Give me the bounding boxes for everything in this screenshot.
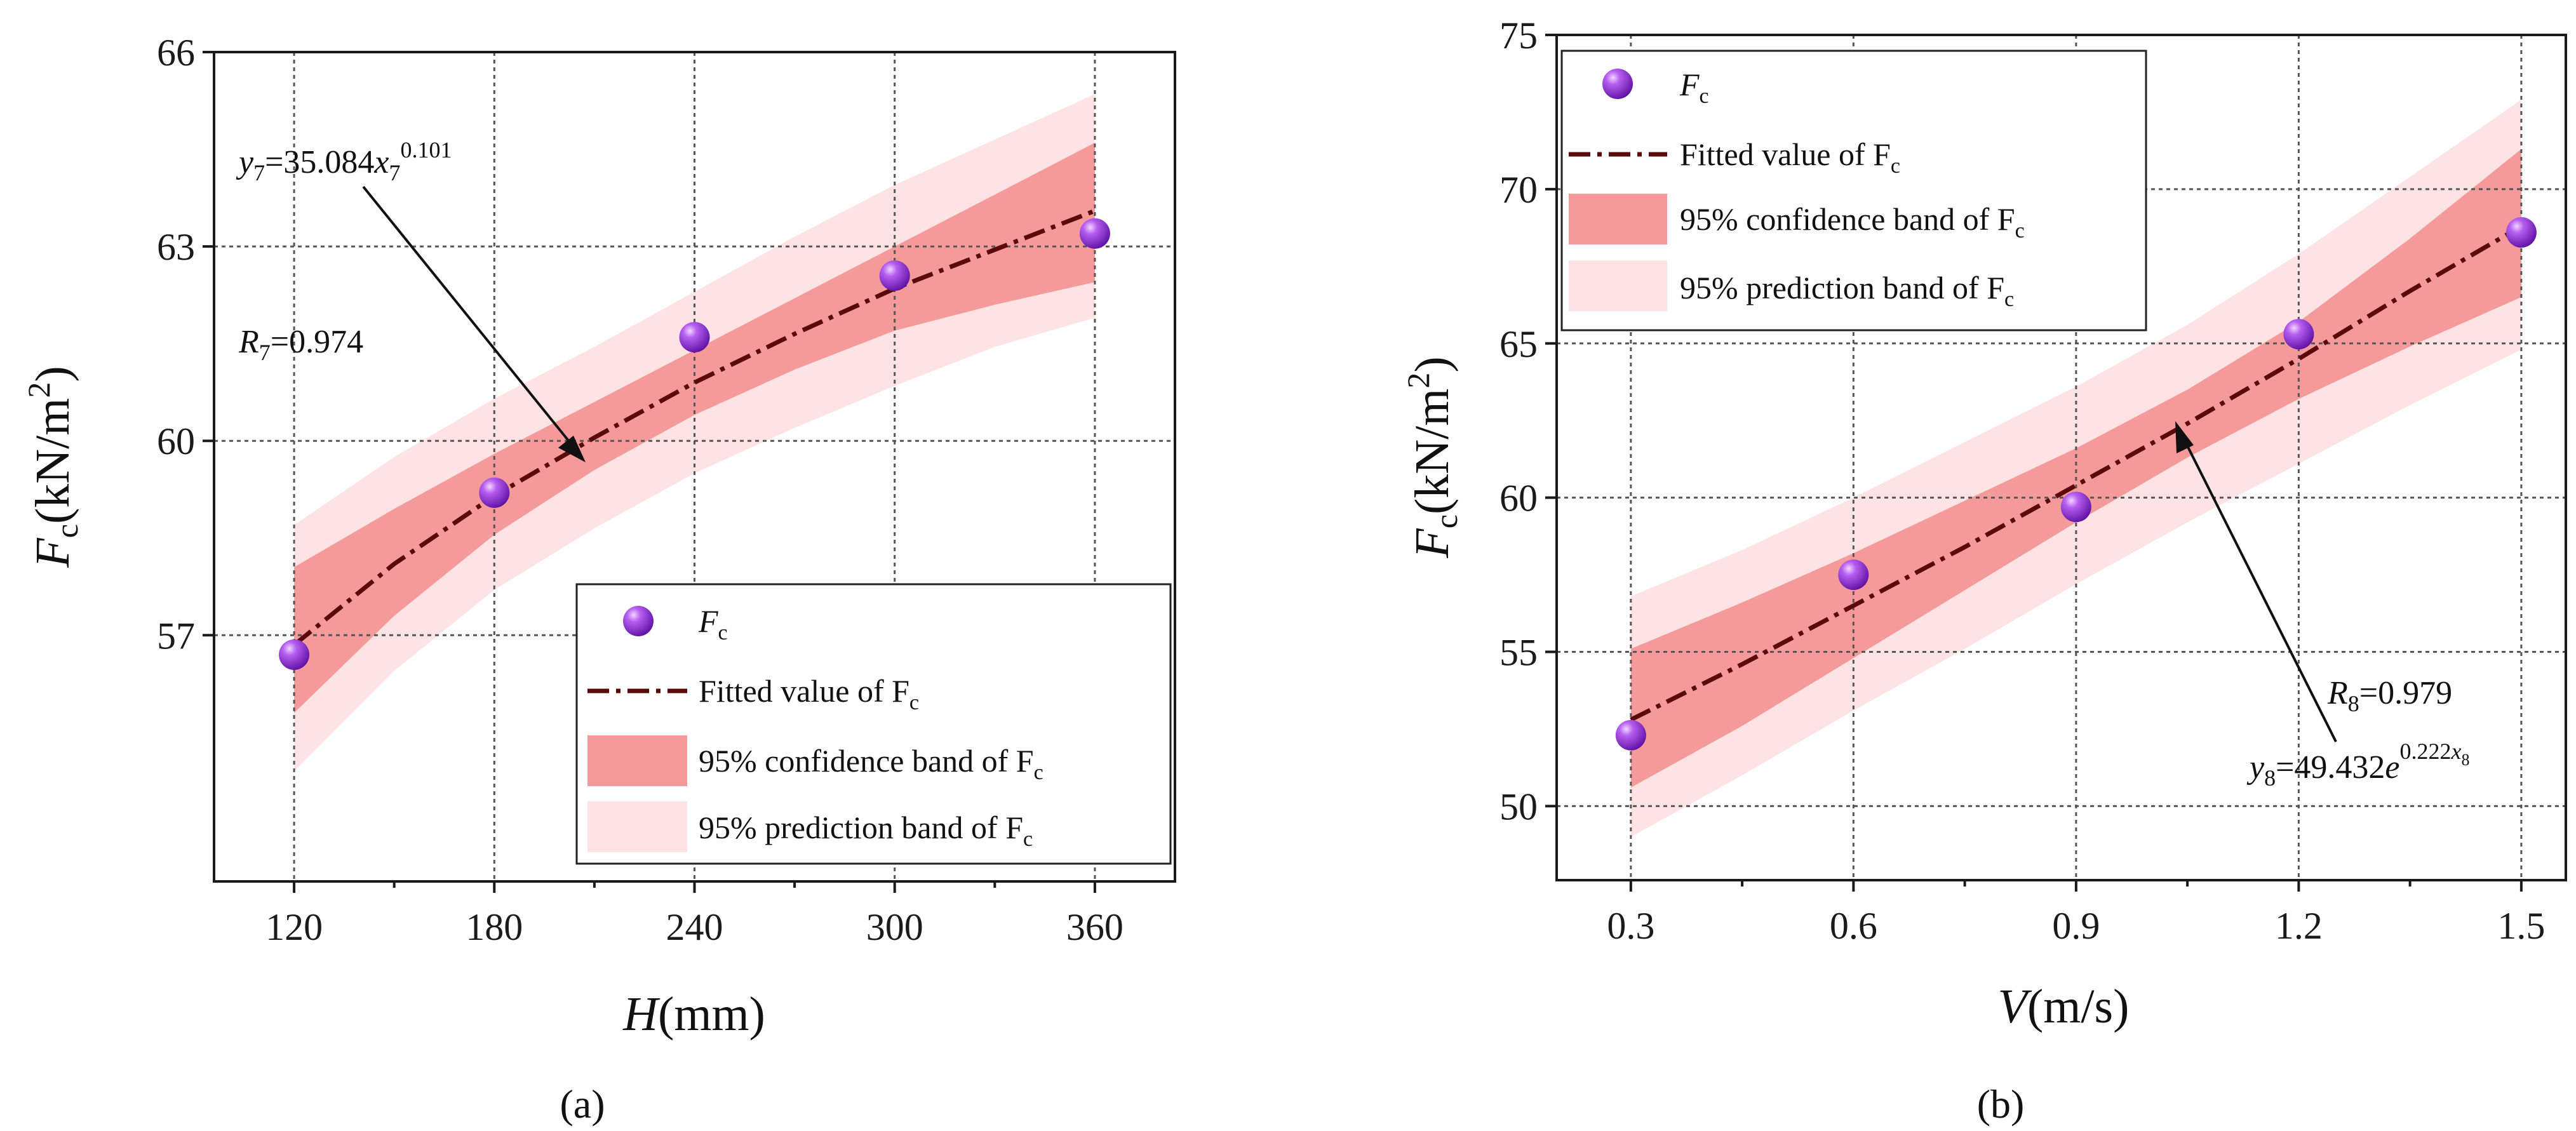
panel-label: (b): [1977, 1081, 2025, 1127]
tick-labels: 120 180 240 300 360 57 60 63 66: [157, 32, 1124, 948]
data-point: [679, 321, 710, 352]
x-tick-label: 0.9: [2052, 905, 2100, 947]
data-points: [1615, 217, 2537, 751]
tick-labels: 0.3 0.6 0.9 1.2 1.5 50 55 60 65 70 75: [1499, 15, 2545, 947]
x-tick-label: 0.6: [1830, 905, 1877, 947]
data-point: [2283, 319, 2314, 350]
annotation-arrow: [2175, 421, 2337, 742]
panel-b: 0.3 0.6 0.9 1.2 1.5 50 55 60 65 70 75 Fc Fitted va…: [1400, 15, 2567, 1127]
data-point: [1615, 719, 1646, 751]
annotation-arrow: [362, 185, 586, 462]
y-axis-title: Fc(kN/m2): [21, 366, 84, 568]
legend-prediction-swatch: [1569, 260, 1667, 311]
data-point: [279, 639, 310, 670]
fit-line: [292, 208, 1096, 647]
legend-prediction-swatch: [587, 801, 687, 852]
y-tick-label: 75: [1499, 15, 1538, 57]
data-point: [2506, 217, 2537, 248]
y-tick-label: 66: [157, 32, 195, 74]
y-axis-title: Fc(kN/m2): [1400, 356, 1464, 558]
panel-a: 120 180 240 300 360 57 60 63 66 y7=35.084x70.101…: [21, 32, 1176, 1127]
legend-label-prediction: 95% prediction band of Fc: [1680, 270, 2014, 311]
data-point: [2060, 492, 2091, 523]
panel-label: (a): [560, 1081, 605, 1127]
x-tick-label: 0.3: [1607, 905, 1654, 947]
r-value-label: R7=0.974: [238, 324, 363, 365]
confidence-band: [1630, 149, 2521, 788]
x-tick-label: 240: [666, 906, 723, 948]
legend-label-points: Fc: [1679, 67, 1709, 108]
x-tick-label: 120: [265, 906, 323, 948]
x-tick-label: 180: [466, 906, 523, 948]
legend-label-points: Fc: [698, 603, 728, 645]
y-tick-label: 55: [1499, 632, 1538, 674]
x-tick-label: 1.2: [2275, 905, 2323, 947]
y-tick-label: 50: [1499, 786, 1538, 827]
data-point: [1838, 559, 1869, 591]
x-axis-title: H(mm): [622, 987, 765, 1041]
legend-confidence-swatch: [587, 735, 687, 786]
legend-point-swatch: [623, 606, 654, 636]
legend-label-confidence: 95% confidence band of Fc: [1680, 201, 2025, 243]
y-tick-label: 63: [157, 226, 195, 268]
legend-label-fit: Fitted value of Fc: [1680, 137, 1900, 178]
legend: Fc Fitted value of Fc 95% confidence ban…: [575, 583, 1172, 865]
tick-marks: [203, 51, 1096, 893]
r-value-label: R8=0.979: [2327, 675, 2452, 716]
legend-label-fit: Fitted value of Fc: [699, 673, 919, 714]
tick-marks: [1545, 34, 2523, 892]
legend-label-confidence: 95% confidence band of Fc: [699, 743, 1043, 784]
legend: Fc Fitted value of Fc 95% confidence ban…: [1560, 50, 2147, 331]
x-tick-label: 300: [866, 906, 923, 948]
fit-line: [1630, 224, 2523, 722]
y-tick-label: 60: [1499, 478, 1538, 519]
y-tick-label: 60: [157, 420, 195, 462]
data-point: [879, 260, 910, 291]
y-tick-label: 57: [157, 615, 195, 657]
x-axis-title: V(m/s): [1998, 980, 2130, 1033]
y-tick-label: 70: [1499, 169, 1538, 211]
x-tick-label: 1.5: [2497, 905, 2545, 947]
plot-frame: [1555, 34, 2567, 881]
legend-point-swatch: [1602, 69, 1633, 99]
data-point: [479, 477, 510, 508]
y-tick-label: 65: [1499, 323, 1538, 365]
equation-label: y8=49.432e0.222x8: [2246, 739, 2470, 791]
legend-label-prediction: 95% prediction band of Fc: [699, 810, 1033, 851]
data-points: [279, 218, 1110, 670]
data-point: [1079, 218, 1110, 249]
x-tick-label: 360: [1066, 906, 1124, 948]
legend-confidence-swatch: [1569, 194, 1667, 244]
equation-label: y7=35.084x70.101: [236, 137, 452, 185]
